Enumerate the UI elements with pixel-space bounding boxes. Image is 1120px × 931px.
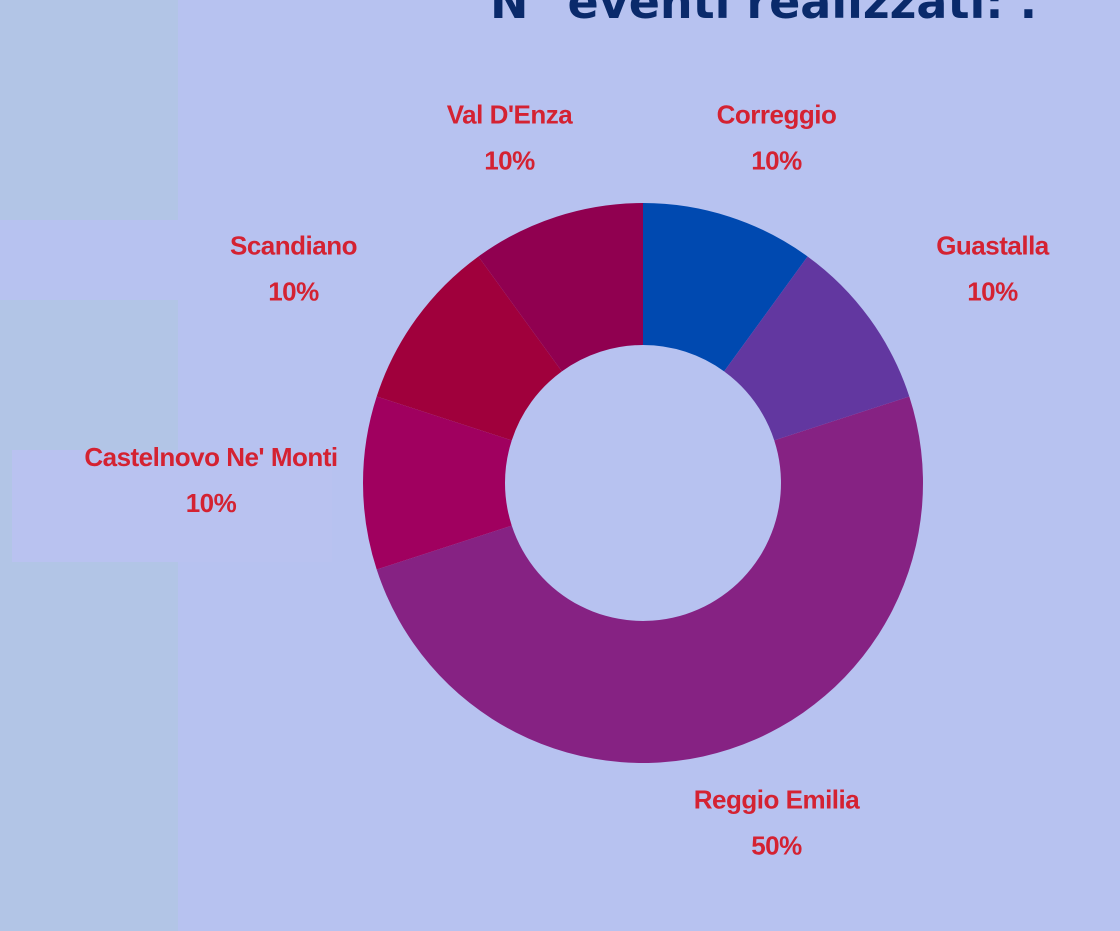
- slice-value-label: 10%: [967, 276, 1018, 306]
- slice-value-label: 10%: [268, 276, 319, 306]
- slice-label: Reggio Emilia: [694, 784, 860, 814]
- donut-slice: [362, 396, 512, 570]
- donut-slice: [643, 203, 808, 372]
- side-panel: [0, 300, 178, 931]
- donut-slice: [478, 203, 643, 372]
- slice-label: Correggio: [717, 99, 837, 129]
- slice-label: Val D'Enza: [447, 99, 573, 129]
- slice-label: Scandiano: [230, 230, 357, 260]
- slice-value-label: 10%: [484, 145, 535, 175]
- label-box: [12, 450, 332, 562]
- side-panel: [0, 0, 178, 220]
- donut-slice: [376, 396, 924, 763]
- slice-value-label: 50%: [751, 830, 802, 860]
- slice-label: Castelnovo Ne' Monti: [84, 442, 337, 472]
- slice-label: Guastalla: [936, 230, 1050, 260]
- donut-slice: [376, 256, 562, 441]
- slice-value-label: 10%: [751, 145, 802, 175]
- slice-value-label: 10%: [186, 488, 237, 518]
- chart-title: N° eventi realizzati: .: [490, 0, 1037, 29]
- donut-slice: [724, 256, 910, 441]
